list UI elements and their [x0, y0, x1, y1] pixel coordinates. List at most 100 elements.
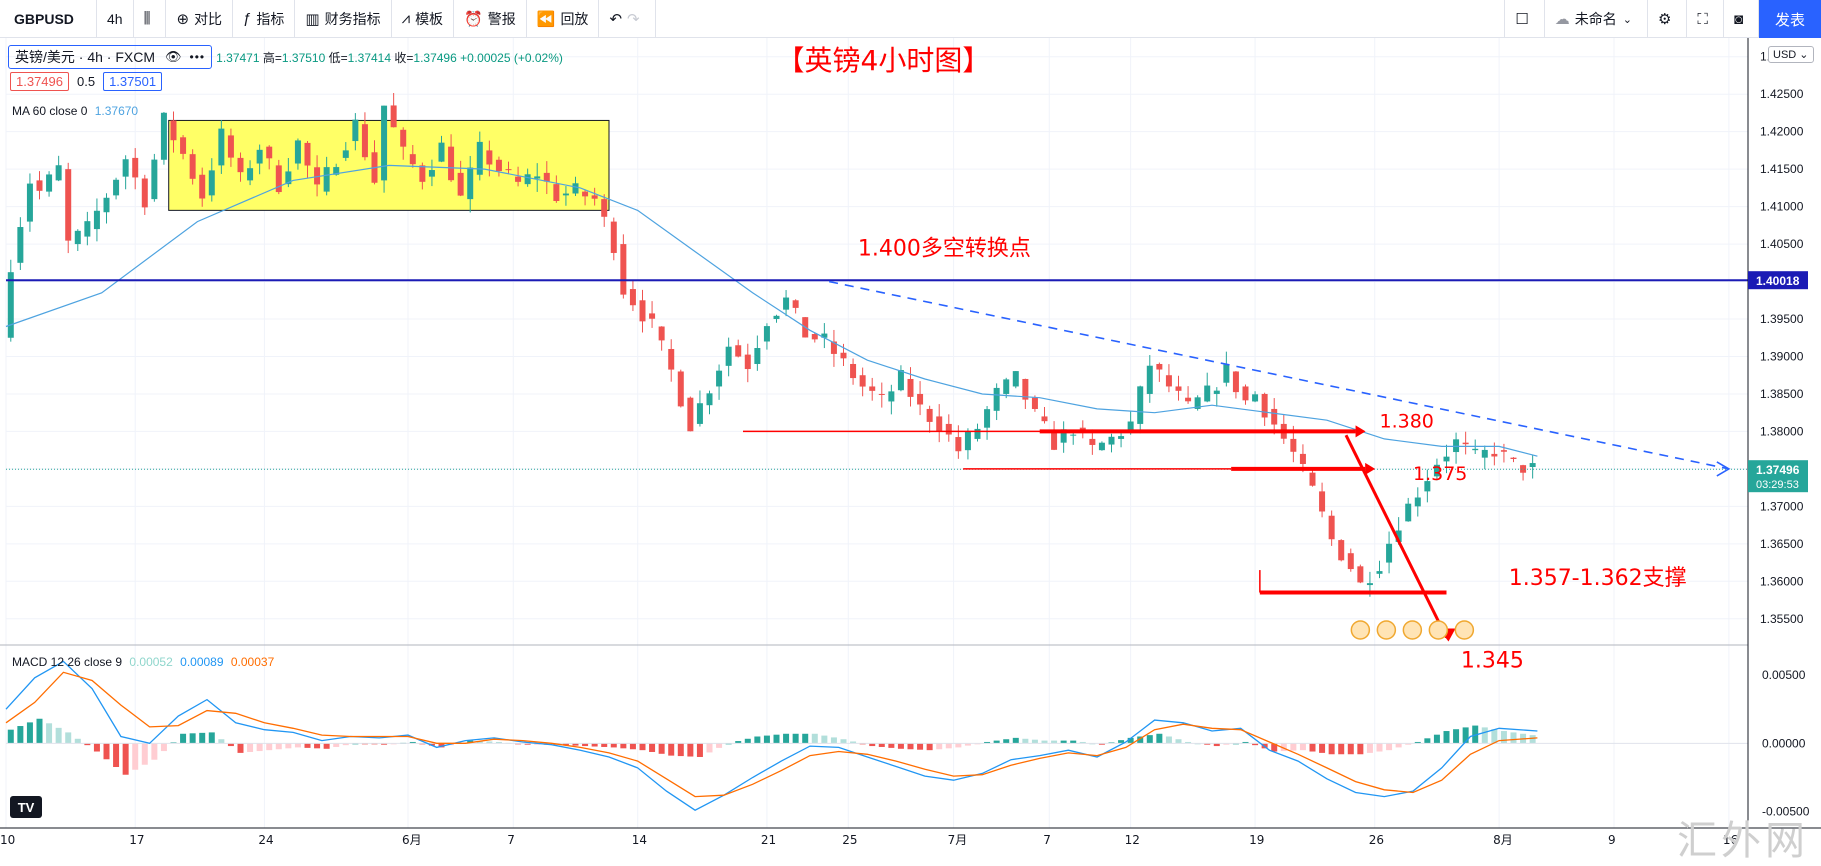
fullscreen-button[interactable]: ⛶: [1687, 0, 1724, 38]
settings-button[interactable]: ⚙: [1648, 0, 1688, 38]
macd-histogram-bar: [1510, 732, 1517, 744]
tradingview-logo-icon[interactable]: TV: [10, 796, 42, 818]
time-tick-label: 16: [1723, 833, 1738, 847]
publish-button[interactable]: 发表: [1759, 0, 1821, 38]
symbol-search-button[interactable]: GBPUSD: [0, 0, 97, 38]
replay-button[interactable]: ⏪ 回放: [527, 0, 600, 38]
chart-title: 【英镑4小时图】: [777, 44, 991, 77]
alert-label: 警报: [487, 10, 516, 27]
candle-body: [55, 165, 62, 181]
candle-body: [773, 315, 780, 320]
macd-histogram-bar: [1223, 743, 1230, 745]
support-label: 1.357-1.362支撑: [1509, 566, 1687, 591]
chart-area[interactable]: 【英镑4小时图】 1.400多空转换点 1.380 1.375 1.357-1.362支…: [0, 38, 1821, 856]
macd-histogram-bar: [773, 734, 780, 744]
macd-line: [5, 660, 1538, 811]
redo-icon[interactable]: ↷: [627, 10, 640, 28]
macd-histogram-bar: [524, 743, 531, 745]
macd-histogram-bar: [1414, 741, 1421, 744]
time-tick-label: 6月: [402, 833, 422, 847]
candle-body: [1213, 390, 1220, 394]
chart-style-button[interactable]: ⫼: [134, 0, 167, 38]
alert-button[interactable]: ⏰ 警报: [454, 0, 527, 38]
candle-body: [955, 437, 962, 452]
chart-canvas[interactable]: 【英镑4小时图】 1.400多空转换点 1.380 1.375 1.357-1.362支…: [0, 38, 1821, 856]
macd-histogram-bar: [754, 736, 761, 744]
macd-histogram-bar: [486, 741, 493, 744]
indicators-button[interactable]: ƒ 指标: [233, 0, 296, 38]
macd-histogram-bar: [122, 743, 129, 775]
candle-body: [132, 157, 139, 178]
candle-body: [1453, 439, 1460, 453]
candle-body: [974, 428, 981, 439]
macd-histogram-bar: [878, 743, 885, 747]
layout-select-button[interactable]: ☐: [1504, 0, 1545, 38]
symbol-legend-box[interactable]: 英镑/美元 · 4h · FXCM 👁 •••: [8, 45, 213, 69]
interval-button[interactable]: 4h: [97, 0, 134, 38]
buy-price[interactable]: 1.37501: [103, 72, 163, 91]
descending-trendline: [828, 280, 1730, 470]
candle-body: [1089, 438, 1096, 445]
candle-body: [620, 244, 627, 295]
macd-histogram-bar: [706, 743, 713, 753]
macd-histogram-bar: [1041, 740, 1048, 744]
macd-histogram-bar: [1137, 736, 1144, 744]
currency-select[interactable]: USD ⌄: [1768, 46, 1814, 63]
candle-body: [763, 326, 770, 342]
candle-body: [993, 387, 1000, 411]
candle-body: [84, 221, 91, 237]
sell-price[interactable]: 1.37496: [10, 72, 69, 91]
candle-body: [1098, 442, 1105, 451]
macd-histogram-bar: [1031, 739, 1038, 744]
macd-histogram-bar: [1299, 743, 1306, 751]
price-tick-label: 1.37000: [1760, 499, 1804, 513]
candle-body: [1022, 378, 1029, 400]
candle-body: [735, 345, 742, 357]
undo-icon[interactable]: ↶: [609, 10, 623, 28]
candle-body: [1185, 397, 1192, 402]
ma-value: 1.37670: [94, 104, 139, 118]
candle-body: [208, 170, 215, 196]
candle-body: [1165, 375, 1172, 387]
macd-histogram-bar: [1204, 743, 1211, 745]
macd-histogram-bar: [132, 743, 139, 770]
candle-body: [1338, 540, 1345, 561]
candle-body: [409, 154, 416, 165]
layout-name-button[interactable]: ☁ 未命名 ⌄: [1545, 0, 1648, 38]
price-tick-label: 1.42000: [1760, 125, 1804, 139]
candle-body: [1529, 463, 1536, 468]
candle-body: [696, 403, 703, 424]
eye-icon[interactable]: 👁: [165, 49, 182, 64]
financials-button[interactable]: ▥ 财务指标: [295, 0, 392, 38]
macd-histogram-bar: [476, 741, 483, 744]
candle-body: [515, 176, 522, 182]
candle-body: [1510, 457, 1517, 459]
price-tick-label: 1.38000: [1760, 424, 1804, 438]
ohlc-high-label: 高=: [262, 50, 282, 65]
ma60-line: [5, 164, 1538, 457]
macd-histogram-bar: [55, 727, 62, 744]
candle-body: [46, 174, 53, 192]
templates-button[interactable]: ⩘ 模板: [392, 0, 455, 38]
compare-button[interactable]: ⊕ 对比: [166, 0, 234, 38]
candle-body: [314, 167, 321, 185]
candle-body: [639, 300, 646, 322]
macd-histogram-bar: [1012, 737, 1019, 744]
candle-body: [1031, 397, 1038, 409]
macd-histogram-bar: [993, 740, 1000, 744]
price-tick-label: 1.39000: [1760, 349, 1804, 363]
time-tick-label: 7: [507, 833, 515, 847]
macd-histogram-bar: [141, 743, 148, 765]
snapshot-button[interactable]: ◙: [1724, 0, 1759, 38]
ohlc-values: 1.37471 高=1.37510 低=1.37414 收=1.37496 +0…: [216, 49, 563, 66]
layout-name: 未命名: [1574, 11, 1617, 27]
fullscreen-icon: ⛶: [1697, 10, 1708, 28]
more-icon[interactable]: •••: [189, 50, 206, 64]
candle-body: [390, 105, 397, 128]
candle-body: [1472, 448, 1479, 451]
symbol-description: 英镑/美元 · 4h · FXCM: [15, 49, 156, 65]
candle-body: [1433, 464, 1440, 477]
candle-body: [1424, 481, 1431, 492]
macd-histogram-bar: [93, 743, 100, 752]
price-tick-label: 1.40500: [1760, 237, 1804, 251]
